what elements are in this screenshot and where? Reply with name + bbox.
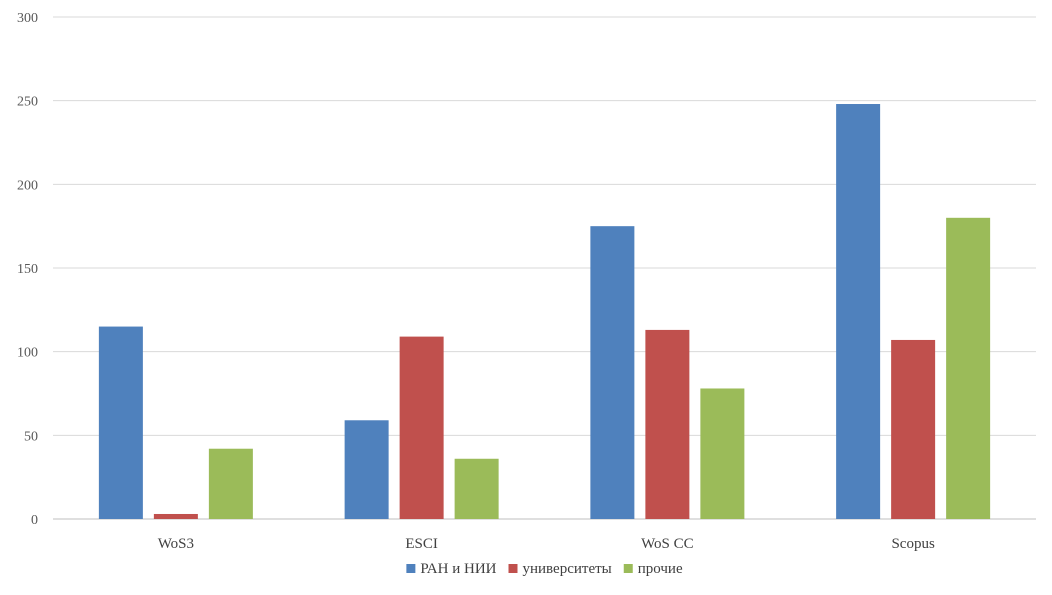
x-category-label: Scopus — [891, 536, 935, 552]
bar-wos3-series-2 — [153, 513, 198, 519]
legend-label: РАН и НИИ — [420, 561, 496, 577]
y-tick-label: 300 — [17, 11, 38, 26]
legend-label: прочие — [638, 561, 683, 577]
legend-swatch — [406, 564, 416, 573]
y-tick-label: 100 — [17, 346, 38, 361]
legend-label: университеты — [523, 561, 612, 577]
bars — [98, 104, 991, 520]
y-tick-label: 200 — [17, 178, 38, 193]
bar-scopus-series-3 — [946, 217, 991, 520]
bar-scopus-series-1 — [836, 104, 881, 519]
y-tick-label: 250 — [17, 95, 38, 110]
y-tick-label: 150 — [17, 262, 38, 277]
y-axis-ticks: 0 50 100 150 200 250 300 — [17, 11, 38, 528]
y-tick-label: 0 — [31, 513, 38, 528]
bar-scopus-series-2 — [891, 339, 936, 519]
bar-wos3-series-3 — [208, 448, 253, 519]
bar-esci-series-1 — [344, 420, 389, 519]
bar-wos-cc-series-1 — [590, 226, 635, 519]
legend-swatch — [508, 564, 518, 573]
bar-wos-cc-series-3 — [700, 388, 745, 519]
x-category-label: WoS CC — [641, 536, 694, 552]
x-category-label: WoS3 — [158, 536, 194, 552]
bar-esci-series-3 — [454, 458, 499, 519]
x-axis-categories: WoS3 ESCI WoS CC Scopus — [158, 536, 935, 552]
x-category-label: ESCI — [405, 536, 438, 552]
bar-esci-series-2 — [399, 336, 444, 519]
legend-swatch — [623, 564, 633, 573]
bar-wos3-series-1 — [98, 326, 143, 519]
y-tick-label: 50 — [24, 429, 38, 444]
legend: РАН и НИИ университеты прочие — [406, 561, 683, 577]
gridlines — [53, 16, 1036, 520]
bar-wos-cc-series-2 — [645, 329, 690, 519]
